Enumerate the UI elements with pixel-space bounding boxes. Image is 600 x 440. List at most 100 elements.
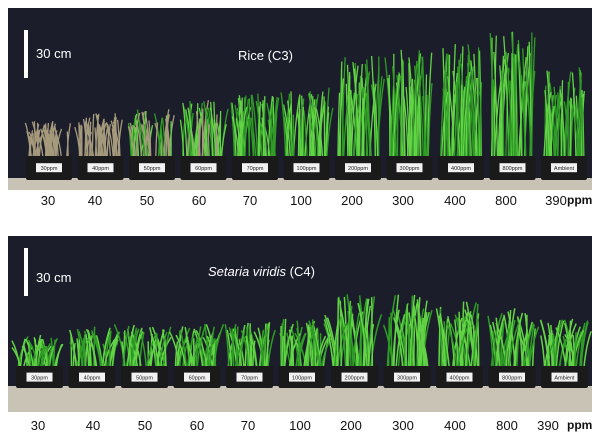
plant-blade xyxy=(193,328,204,367)
plant-blade xyxy=(417,317,427,367)
plant-blade xyxy=(21,345,31,367)
plant-blade xyxy=(517,44,523,157)
co2-tick-label: 100 xyxy=(290,193,312,208)
plant-blade xyxy=(326,107,334,157)
plant-blade xyxy=(411,60,418,157)
tray-tag-label: 400ppm xyxy=(450,376,470,382)
plant-blade xyxy=(531,328,536,367)
plant-blade xyxy=(390,312,393,367)
plant-blade xyxy=(462,71,471,157)
plant-blade xyxy=(76,328,83,367)
plant-blade xyxy=(508,322,520,367)
plant-blade xyxy=(261,117,267,157)
plant-blade xyxy=(583,331,592,367)
plant-blade xyxy=(209,326,215,367)
tray-tag-label: 40ppm xyxy=(92,166,109,172)
plant-blade xyxy=(518,61,527,157)
plant-blade xyxy=(132,331,144,367)
plant-blade xyxy=(472,318,479,367)
plant-blade xyxy=(580,339,583,367)
plant-blade xyxy=(158,331,168,367)
plant-blade xyxy=(559,338,567,367)
plant-blade xyxy=(392,73,401,157)
plant-tray: 300ppm xyxy=(382,294,433,388)
plant-blade xyxy=(353,94,359,157)
plant-blade xyxy=(261,331,264,367)
plant-blade xyxy=(517,331,530,367)
tray-tag-label: 60ppm xyxy=(189,376,206,382)
plant-blade xyxy=(179,329,187,367)
plant-blade xyxy=(185,339,195,367)
plant-blade xyxy=(37,345,45,367)
tray-tag xyxy=(499,163,526,173)
scale-bar xyxy=(24,248,28,296)
tray-tag-label: 60ppm xyxy=(195,166,212,172)
plant-blade xyxy=(414,65,419,157)
plant-blade xyxy=(103,338,116,367)
plant-blade xyxy=(265,339,270,367)
plant-blade xyxy=(513,46,519,157)
plant-blade xyxy=(347,311,352,367)
plant-blade xyxy=(358,64,363,157)
plant-blade xyxy=(513,312,524,367)
plant-blade xyxy=(195,326,202,367)
plant-blade xyxy=(94,113,100,157)
plant-blade xyxy=(196,324,207,367)
plant-blade xyxy=(489,32,495,157)
plant-blade xyxy=(144,127,149,157)
plant-blade xyxy=(493,35,497,157)
plant-blade xyxy=(217,117,222,157)
plant-blade xyxy=(182,102,188,157)
plant-blade xyxy=(244,322,249,367)
unit-label: ppm xyxy=(567,418,593,432)
plant-blade xyxy=(205,107,213,157)
plant-blade xyxy=(572,329,585,367)
tray-tag xyxy=(139,163,165,173)
plant-blade xyxy=(283,318,287,367)
tray-tag-label: 400ppm xyxy=(451,166,471,172)
plant-blade xyxy=(164,336,167,367)
plant-blade xyxy=(250,94,255,157)
plant-blade xyxy=(395,314,406,367)
plant-blade xyxy=(103,128,108,157)
plant-blade xyxy=(231,328,235,367)
plant-blade xyxy=(85,120,92,157)
unit-label: ppm xyxy=(567,193,593,207)
plant-blade xyxy=(55,134,62,157)
plant-blade xyxy=(305,322,313,367)
bench-surface xyxy=(8,386,592,412)
plant-tray: 400ppm xyxy=(438,44,484,180)
plant-blade xyxy=(339,61,343,157)
tray-tag-label: 50ppm xyxy=(136,376,153,382)
tray-tag xyxy=(394,372,420,382)
tray-tag xyxy=(26,372,53,382)
plant-tray: 60ppm xyxy=(179,100,229,180)
plant-blade xyxy=(81,338,85,367)
tray-tag xyxy=(341,372,368,382)
plant-tray: 40ppm xyxy=(68,326,121,388)
plant-blade xyxy=(315,108,324,157)
co2-tick-label: 60 xyxy=(189,418,205,433)
plant-blade xyxy=(304,94,313,157)
plant-blade xyxy=(285,103,292,157)
co2-tick-label: 70 xyxy=(240,418,256,433)
setaria-photo-panel: 30ppm 40ppm 50ppm 60ppm 70ppm 100ppm 200ppm 300… xyxy=(8,236,592,412)
plant-blade xyxy=(87,333,92,367)
plant-blade xyxy=(44,129,51,157)
tray-tag-label: 100ppm xyxy=(292,376,312,382)
plant-blade xyxy=(165,118,170,157)
plant-blade xyxy=(32,124,40,157)
tray-tag xyxy=(446,372,473,382)
plant-blade xyxy=(473,91,477,157)
tray-tag xyxy=(79,372,105,382)
plant-blade xyxy=(438,315,450,367)
plant-blade xyxy=(258,323,270,367)
plant-blade xyxy=(78,339,81,367)
plant-blade xyxy=(282,105,287,157)
plant-blade xyxy=(274,114,278,157)
plant-blade xyxy=(499,82,504,157)
plant-blade xyxy=(518,57,527,157)
plant-blade xyxy=(296,320,301,367)
plant-blade xyxy=(445,321,458,367)
plant-blade xyxy=(570,103,580,157)
